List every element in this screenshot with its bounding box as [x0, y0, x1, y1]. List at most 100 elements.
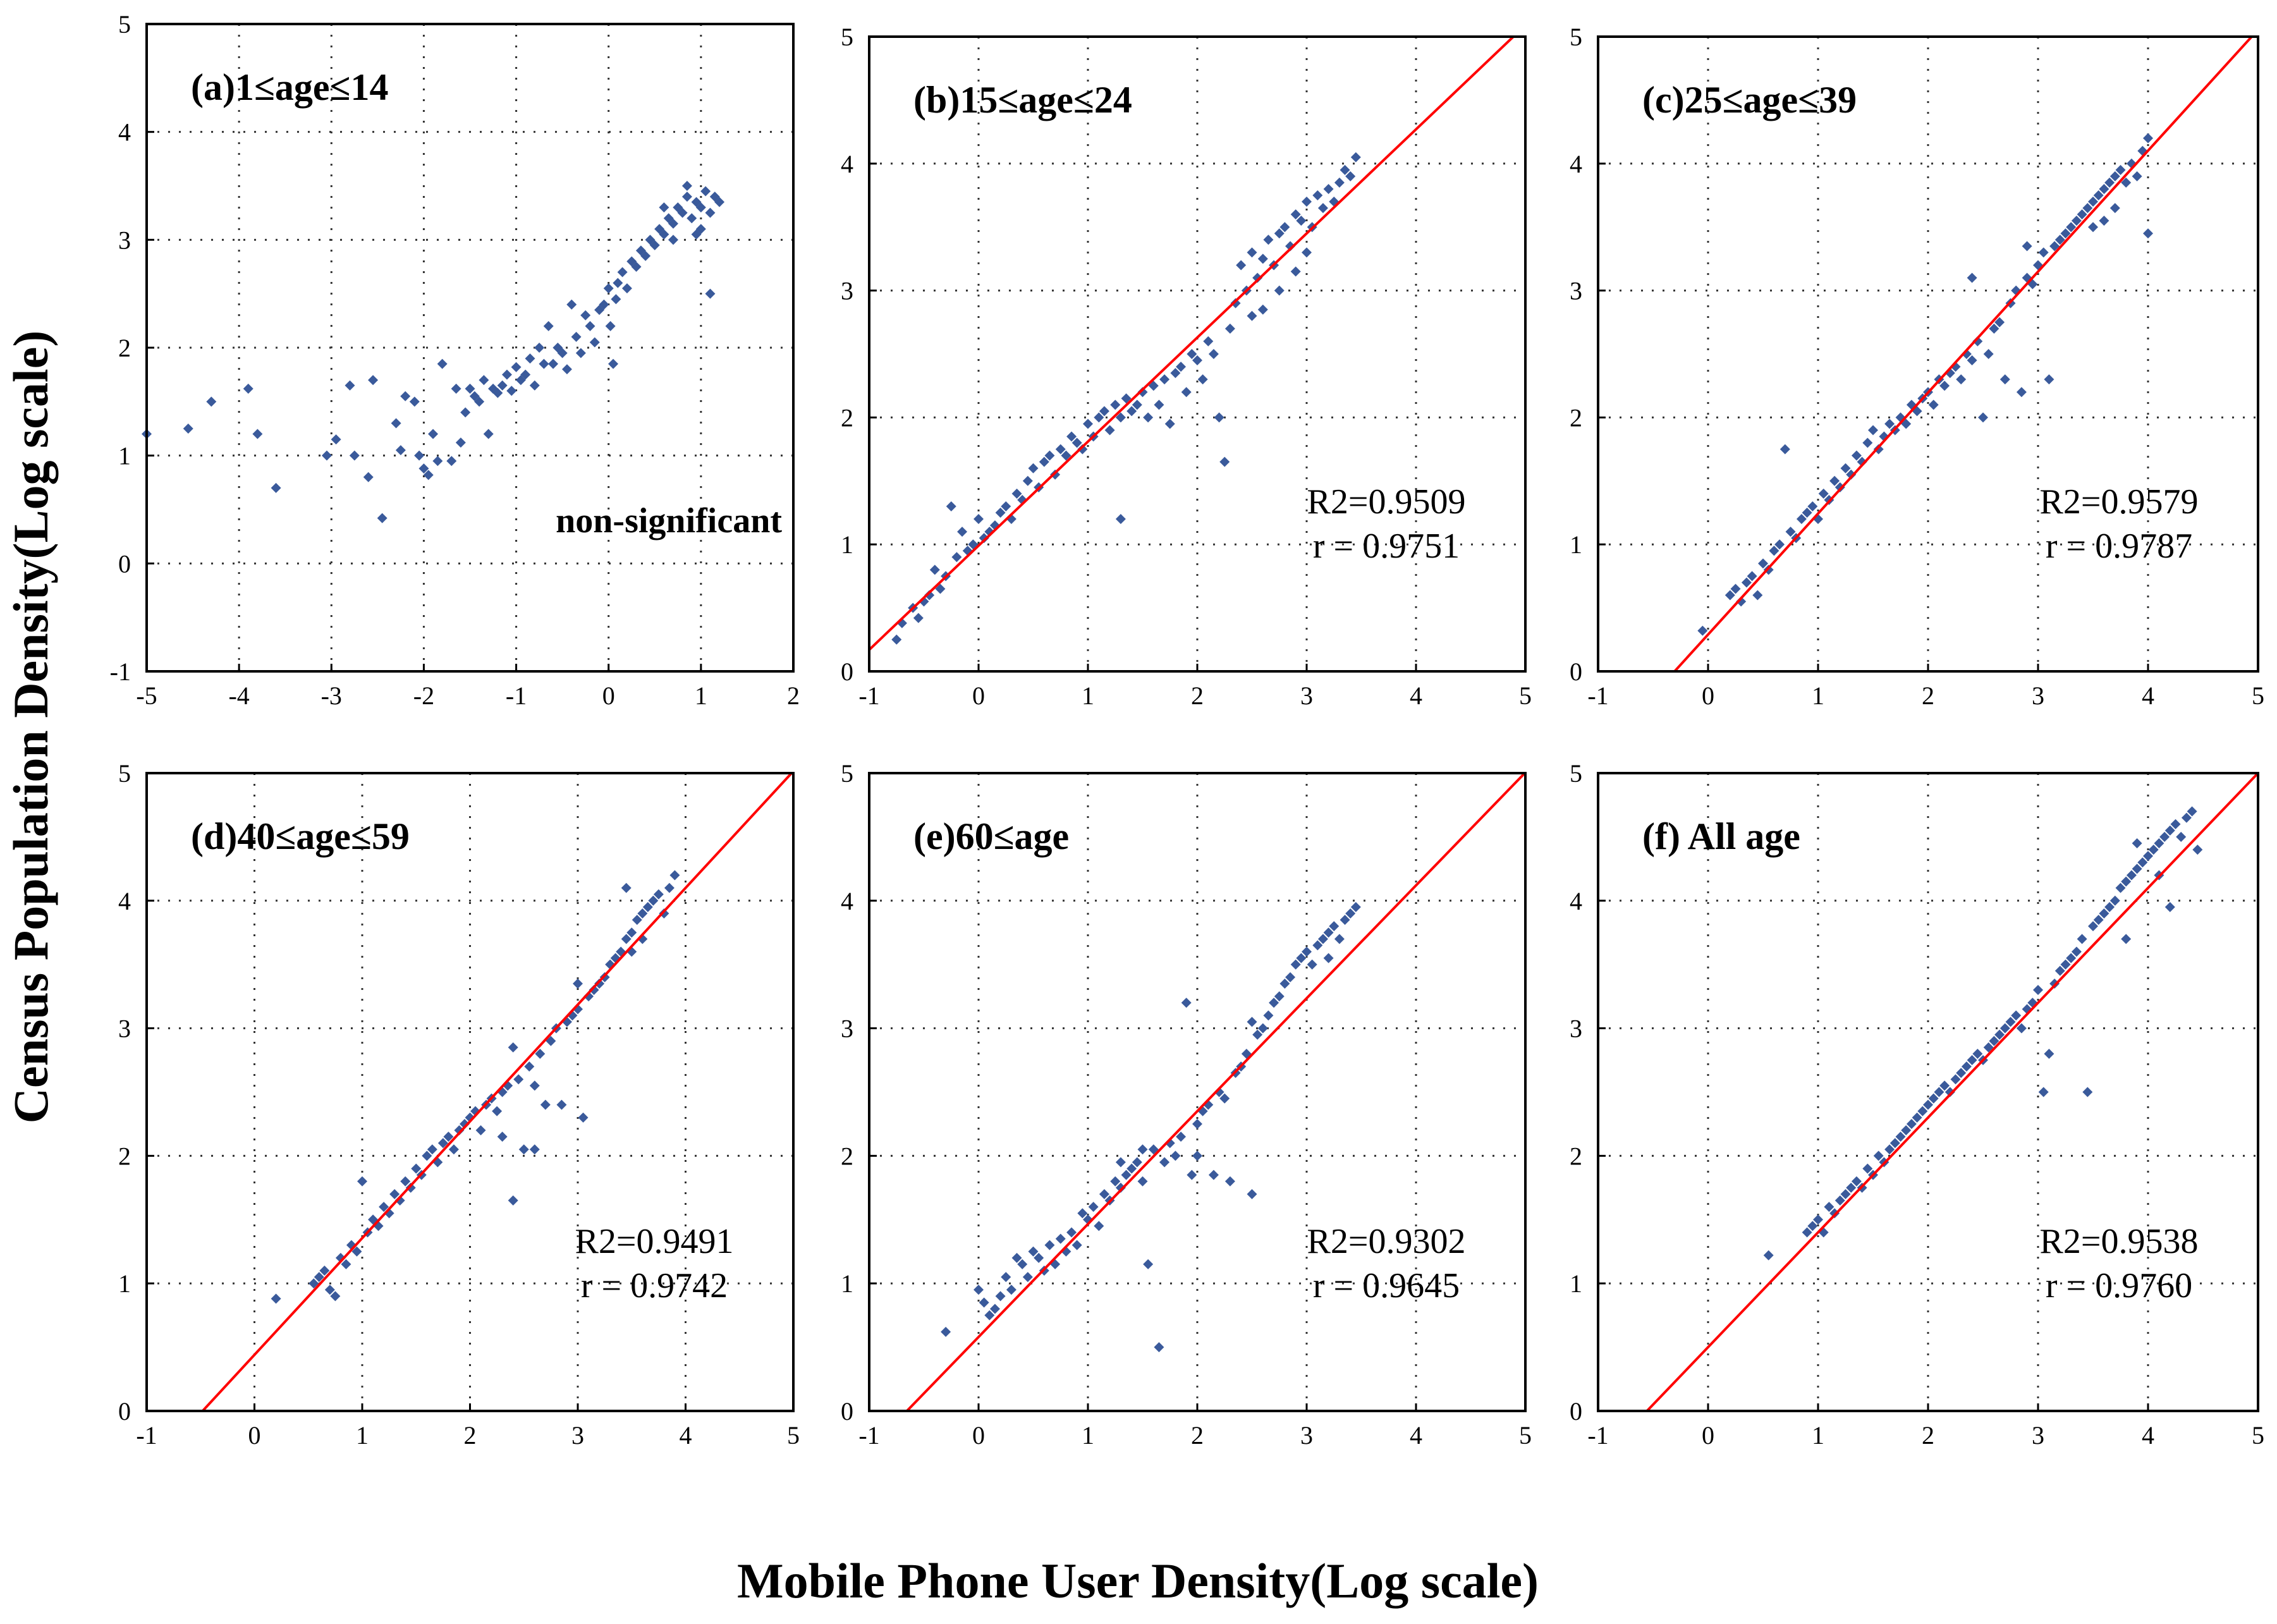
x-tick-label: 2	[1922, 1421, 1934, 1450]
data-point	[1176, 1132, 1187, 1142]
data-point	[460, 407, 471, 418]
y-tick-label: 4	[841, 887, 853, 915]
data-point	[1829, 475, 1840, 486]
data-point	[377, 513, 388, 523]
data-point	[324, 1285, 335, 1295]
data-point	[946, 501, 956, 511]
data-point	[2176, 831, 2187, 842]
data-point	[1999, 374, 2010, 385]
data-point	[1857, 456, 1867, 467]
data-point	[1203, 336, 1214, 346]
y-tick-label: 1	[841, 530, 853, 559]
data-point	[2132, 171, 2142, 181]
panel-title: (a)1≤age≤14	[191, 66, 388, 108]
y-tick-label: 2	[841, 403, 853, 432]
data-point	[1001, 501, 1011, 511]
r-label: r = 0.9751	[1313, 527, 1460, 566]
data-point	[1011, 488, 1022, 499]
data-point	[1066, 1227, 1077, 1238]
data-point	[2099, 216, 2109, 226]
data-point	[1950, 1074, 1961, 1085]
data-point	[1851, 450, 1862, 461]
y-tick-label: 5	[841, 759, 853, 788]
y-tick-label: 1	[1570, 530, 1582, 559]
data-point	[1028, 463, 1039, 473]
data-point	[1192, 355, 1202, 366]
x-tick-label: 5	[787, 1421, 800, 1450]
data-point	[913, 613, 924, 623]
panel-title: (b)15≤age≤24	[913, 79, 1132, 121]
data-point	[2054, 965, 2065, 976]
data-point	[183, 424, 193, 434]
y-tick-label: 2	[841, 1142, 853, 1170]
data-point	[2044, 1048, 2054, 1059]
data-point	[1154, 1342, 1164, 1353]
data-point	[1312, 940, 1323, 951]
data-point	[506, 386, 517, 396]
data-point	[357, 1176, 367, 1187]
data-point	[2093, 915, 2104, 925]
x-tick-label: 1	[1812, 681, 1824, 710]
data-point	[1989, 323, 1999, 334]
data-point	[1736, 596, 1747, 607]
data-point	[308, 1278, 319, 1289]
plot-frame	[1597, 772, 2259, 1412]
data-point	[1126, 406, 1137, 417]
data-point	[2088, 921, 2098, 932]
data-point	[1247, 247, 1257, 258]
data-point	[1334, 177, 1345, 188]
data-point	[1917, 1106, 1928, 1116]
data-point	[1796, 514, 1807, 525]
data-point	[659, 229, 669, 240]
data-point	[535, 1048, 546, 1059]
x-tick-label: 1	[1082, 1421, 1094, 1450]
data-point	[492, 1106, 503, 1116]
data-point	[1224, 323, 1235, 334]
data-point	[314, 1272, 324, 1283]
data-point	[1923, 1099, 1933, 1110]
x-tick-label: -3	[321, 681, 342, 710]
x-tick-label: 2	[1922, 681, 1934, 710]
data-point	[1846, 1182, 1857, 1193]
data-point	[691, 229, 702, 240]
data-point	[391, 418, 401, 429]
data-points	[941, 901, 1361, 1353]
data-point	[681, 181, 692, 191]
data-point	[1022, 1272, 1033, 1283]
data-point	[540, 1099, 551, 1110]
y-tick-label: 0	[118, 549, 131, 578]
x-tick-label: -1	[506, 681, 527, 710]
data-point	[400, 391, 411, 401]
data-point	[1323, 927, 1334, 938]
data-point	[951, 552, 962, 563]
data-point	[957, 527, 968, 537]
data-point	[566, 299, 577, 310]
x-tick-label: 5	[1519, 681, 1532, 710]
data-point	[935, 583, 946, 594]
data-point	[1956, 1068, 1967, 1078]
panel-title: (f) All age	[1642, 815, 1800, 857]
data-point	[1928, 400, 1939, 410]
data-point	[475, 1125, 486, 1136]
data-point	[1350, 152, 1361, 162]
data-point	[1247, 1188, 1257, 1199]
data-point	[543, 321, 554, 331]
data-point	[1257, 304, 1268, 315]
data-point	[1901, 1125, 1912, 1136]
data-point	[2159, 831, 2170, 842]
data-point	[571, 331, 582, 342]
data-point	[617, 267, 628, 278]
x-tick-label: 5	[2252, 1421, 2264, 1450]
r-label: r = 0.9742	[581, 1266, 728, 1305]
data-point	[1279, 978, 1290, 989]
data-point	[1956, 374, 1967, 385]
x-tick-label: -1	[858, 681, 879, 710]
data-point	[1192, 1118, 1202, 1129]
data-point	[631, 262, 642, 272]
data-point	[2060, 959, 2071, 970]
data-point	[556, 1099, 567, 1110]
data-point	[2088, 197, 2098, 207]
data-point	[632, 915, 642, 925]
data-point	[2104, 901, 2115, 912]
data-point	[1928, 1093, 1939, 1104]
